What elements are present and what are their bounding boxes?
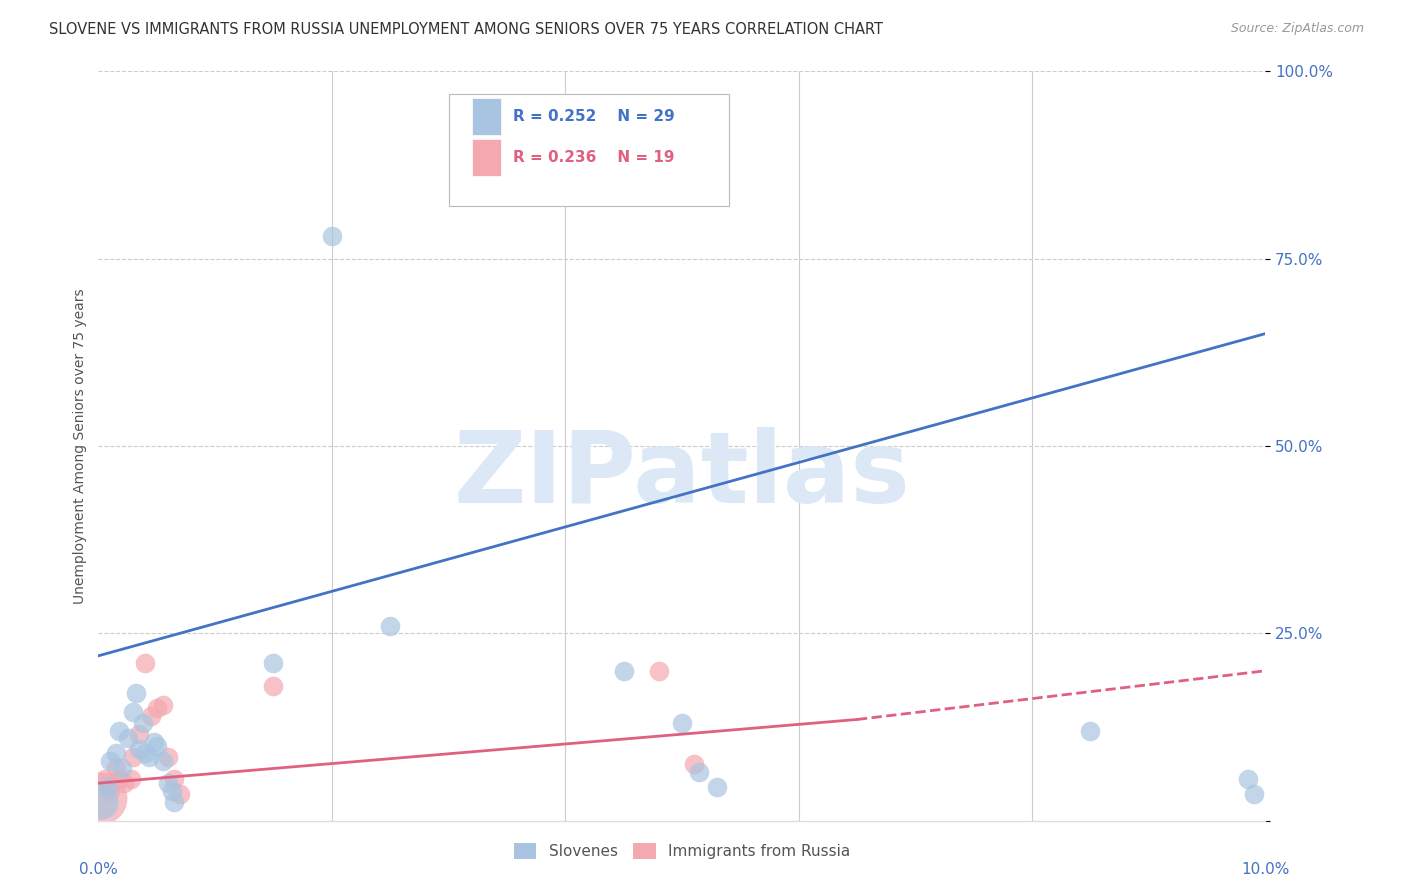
Point bbox=[613, 664, 636, 678]
Text: R = 0.252    N = 29: R = 0.252 N = 29 bbox=[513, 109, 675, 124]
Point bbox=[122, 750, 145, 764]
Point bbox=[321, 229, 343, 244]
Point bbox=[380, 619, 402, 633]
Text: R = 0.236    N = 19: R = 0.236 N = 19 bbox=[513, 150, 675, 165]
FancyBboxPatch shape bbox=[449, 94, 728, 206]
Point bbox=[122, 705, 145, 719]
Point bbox=[90, 795, 112, 809]
Text: 0.0%: 0.0% bbox=[79, 862, 118, 877]
Point bbox=[671, 716, 693, 731]
Point bbox=[108, 772, 131, 787]
Point bbox=[134, 746, 156, 760]
Point bbox=[108, 723, 131, 738]
Point bbox=[90, 791, 112, 805]
Point bbox=[157, 776, 180, 790]
Point bbox=[163, 795, 186, 809]
Point bbox=[111, 761, 134, 775]
Point bbox=[1237, 772, 1260, 787]
Point bbox=[688, 764, 710, 779]
Point bbox=[139, 708, 162, 723]
Point bbox=[647, 664, 669, 678]
Y-axis label: Unemployment Among Seniors over 75 years: Unemployment Among Seniors over 75 years bbox=[73, 288, 87, 604]
Point bbox=[152, 698, 174, 712]
Text: 10.0%: 10.0% bbox=[1241, 862, 1289, 877]
Point bbox=[104, 761, 127, 775]
Point bbox=[94, 772, 117, 787]
Legend: Slovenes, Immigrants from Russia: Slovenes, Immigrants from Russia bbox=[508, 838, 856, 865]
Point bbox=[117, 731, 139, 746]
Point bbox=[112, 776, 135, 790]
Point bbox=[134, 657, 156, 671]
Text: ZIPatlas: ZIPatlas bbox=[454, 427, 910, 524]
Point bbox=[682, 757, 704, 772]
Point bbox=[128, 742, 150, 756]
Point bbox=[706, 780, 728, 794]
Point bbox=[120, 772, 142, 787]
Point bbox=[1080, 723, 1102, 738]
Text: Source: ZipAtlas.com: Source: ZipAtlas.com bbox=[1230, 22, 1364, 36]
Bar bbox=[472, 97, 501, 135]
Point bbox=[138, 750, 160, 764]
Point bbox=[98, 754, 121, 768]
Point bbox=[152, 754, 174, 768]
Point bbox=[132, 716, 155, 731]
Point bbox=[1243, 788, 1265, 802]
Point bbox=[163, 772, 186, 787]
Point bbox=[263, 657, 285, 671]
Point bbox=[128, 727, 150, 741]
Bar bbox=[472, 139, 501, 177]
Point bbox=[97, 780, 120, 794]
Point bbox=[263, 679, 285, 693]
Point bbox=[143, 735, 166, 749]
Point bbox=[157, 750, 180, 764]
Point bbox=[104, 746, 127, 760]
Point bbox=[98, 783, 121, 797]
Point bbox=[169, 788, 191, 802]
Text: SLOVENE VS IMMIGRANTS FROM RUSSIA UNEMPLOYMENT AMONG SENIORS OVER 75 YEARS CORRE: SLOVENE VS IMMIGRANTS FROM RUSSIA UNEMPL… bbox=[49, 22, 883, 37]
Point bbox=[146, 739, 169, 753]
Point bbox=[160, 783, 183, 797]
Point bbox=[146, 701, 169, 715]
Point bbox=[125, 686, 148, 700]
